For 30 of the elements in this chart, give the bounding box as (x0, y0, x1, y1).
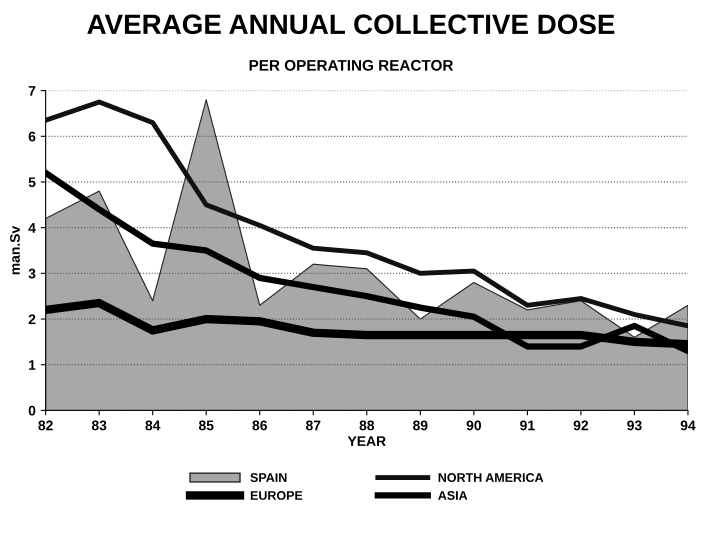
y-tick-label: 5 (28, 177, 36, 188)
y-axis-title: man.Sv (10, 226, 20, 274)
y-tick-label: 3 (28, 268, 36, 279)
y-tick-label: 4 (28, 223, 36, 233)
line-series (46, 100, 688, 328)
x-tick-label: 89 (413, 420, 428, 430)
x-tick-label: 93 (627, 420, 642, 430)
x-tick-label: 90 (466, 420, 482, 430)
x-tick-label: 83 (92, 420, 106, 430)
x-tick-label: 85 (198, 420, 214, 430)
y-tick-label: 2 (28, 314, 36, 324)
y-tick-label: 6 (28, 132, 36, 142)
x-tick-label: 88 (360, 420, 374, 430)
x-axis-title: YEAR (348, 436, 386, 446)
legend-label: EUROPE (250, 491, 302, 500)
x-tick-label: 82 (38, 420, 53, 430)
y-tick-label: 1 (29, 360, 36, 370)
legend-label: SPAIN (250, 473, 286, 482)
x-tick-label: 87 (306, 420, 320, 430)
chart-title: AVERAGE ANNUAL COLLECTIVE DOSE (87, 14, 614, 34)
legend-label: NORTH AMERICA (438, 473, 544, 482)
x-tick-label: 84 (145, 420, 160, 430)
x-tick-label: 94 (680, 420, 696, 430)
y-tick-label: 7 (28, 86, 36, 96)
x-tick-label: 91 (520, 420, 535, 430)
legend-label: ASIA (438, 491, 468, 500)
x-tick-label: 92 (574, 420, 588, 430)
x-tick-label: 86 (252, 420, 267, 430)
chart-subtitle: PER OPERATING REACTOR (250, 60, 454, 71)
y-tick-label: 0 (28, 406, 36, 416)
